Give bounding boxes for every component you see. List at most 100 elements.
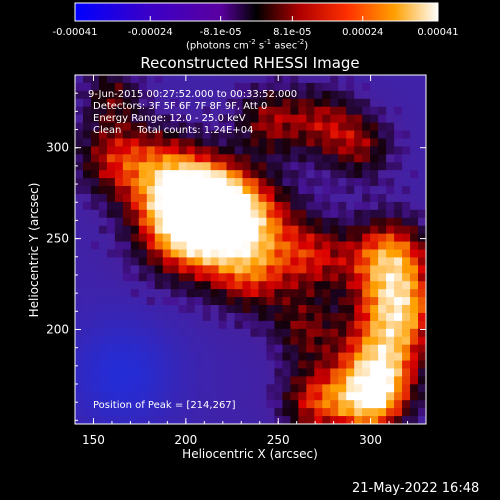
heatmap-cell: [138, 273, 148, 282]
heatmap-cell: [314, 154, 323, 163]
heatmap-cell: [250, 130, 260, 140]
heatmap-cell: [234, 360, 244, 370]
heatmap-cell: [402, 217, 411, 227]
heatmap-cell: [258, 98, 268, 108]
heatmap-cell: [210, 392, 220, 401]
heatmap-cell: [266, 146, 276, 155]
heatmap-cell: [234, 75, 244, 84]
heatmap-cell: [242, 400, 252, 409]
heatmap-cell: [178, 297, 188, 306]
heatmap-cell: [178, 225, 188, 235]
heatmap-cell: [386, 241, 395, 251]
heatmap-cell: [138, 233, 148, 243]
heatmap-cell: [338, 400, 347, 409]
heatmap-cell: [330, 392, 339, 401]
heatmap-cell: [122, 312, 132, 322]
heatmap-cell: [186, 217, 196, 227]
heatmap-cell: [75, 225, 84, 235]
heatmap-cell: [250, 281, 260, 290]
heatmap-cell: [154, 273, 164, 282]
heatmap-cell: [266, 360, 276, 370]
heatmap-cell: [130, 178, 140, 187]
heatmap-cell: [234, 384, 244, 393]
heatmap-cell: [75, 186, 84, 195]
heatmap-cell: [122, 241, 132, 251]
heatmap-cell: [122, 138, 132, 147]
heatmap-cell: [114, 328, 124, 338]
heatmap-cell: [138, 257, 148, 266]
heatmap-cell: [98, 352, 108, 362]
heatmap-cell: [202, 75, 212, 84]
heatmap-cell: [234, 312, 244, 322]
heatmap-cell: [346, 178, 355, 187]
heatmap-cell: [170, 368, 180, 378]
heatmap-cell: [178, 186, 188, 195]
heatmap-cell: [242, 408, 252, 417]
heatmap-cell: [378, 328, 387, 338]
heatmap-cell: [386, 376, 395, 385]
heatmap-cell: [370, 75, 379, 84]
heatmap-cell: [178, 82, 188, 92]
heatmap-cell: [290, 193, 299, 203]
heatmap-cell: [338, 392, 347, 401]
x-tick-label: 150: [82, 433, 105, 447]
units-exp2: -1: [264, 38, 272, 46]
heatmap-cell: [282, 146, 291, 155]
heatmap-cell: [386, 162, 395, 171]
heatmap-cell: [90, 225, 100, 235]
heatmap-cell: [170, 178, 180, 187]
heatmap-cell: [378, 98, 387, 108]
heatmap-cell: [218, 408, 228, 417]
heatmap-cell: [354, 360, 363, 370]
heatmap-cell: [242, 416, 252, 424]
heatmap-cell: [322, 217, 331, 227]
heatmap-cell: [138, 138, 148, 147]
heatmap-cell: [130, 201, 140, 211]
heatmap-cell: [178, 265, 188, 274]
heatmap-cell: [290, 146, 299, 155]
heatmap-cell: [130, 360, 140, 370]
heatmap-cell: [170, 225, 180, 235]
heatmap-cell: [82, 233, 92, 243]
heatmap-cell: [274, 233, 284, 243]
heatmap-cell: [394, 344, 403, 354]
heatmap-cell: [314, 98, 323, 108]
heatmap-cell: [234, 265, 244, 274]
heatmap-cell: [266, 265, 276, 274]
heatmap-cell: [386, 201, 395, 211]
heatmap-cell: [130, 368, 140, 378]
heatmap-cell: [234, 400, 244, 409]
heatmap-cell: [170, 146, 180, 155]
heatmap-cell: [370, 400, 379, 409]
heatmap-cell: [242, 90, 252, 100]
heatmap-cell: [386, 360, 395, 370]
heatmap-cell: [186, 360, 196, 370]
heatmap-cell: [90, 201, 100, 211]
heatmap-cell: [306, 225, 315, 235]
heatmap-cell: [154, 408, 164, 417]
heatmap-cell: [290, 376, 299, 385]
heatmap-cell: [330, 305, 339, 314]
heatmap-cell: [322, 106, 331, 116]
heatmap-cell: [154, 241, 164, 251]
heatmap-cell: [314, 146, 323, 155]
heatmap-cell: [90, 376, 100, 385]
heatmap-cell: [290, 281, 299, 290]
heatmap-cell: [322, 360, 331, 370]
heatmap-cell: [130, 392, 140, 401]
heatmap-cell: [162, 344, 172, 354]
heatmap-cell: [266, 392, 276, 401]
heatmap-cell: [322, 201, 331, 211]
heatmap-cell: [306, 297, 315, 306]
heatmap-cell: [226, 416, 236, 424]
heatmap-cell: [354, 114, 363, 124]
heatmap-cell: [354, 162, 363, 171]
heatmap-cell: [266, 344, 276, 354]
heatmap-cell: [178, 241, 188, 251]
heatmap-cell: [370, 360, 379, 370]
heatmap-cell: [322, 114, 331, 124]
heatmap-cell: [322, 336, 331, 346]
heatmap-cell: [138, 400, 148, 409]
heatmap-cell: [418, 336, 426, 346]
heatmap-cell: [386, 384, 395, 393]
